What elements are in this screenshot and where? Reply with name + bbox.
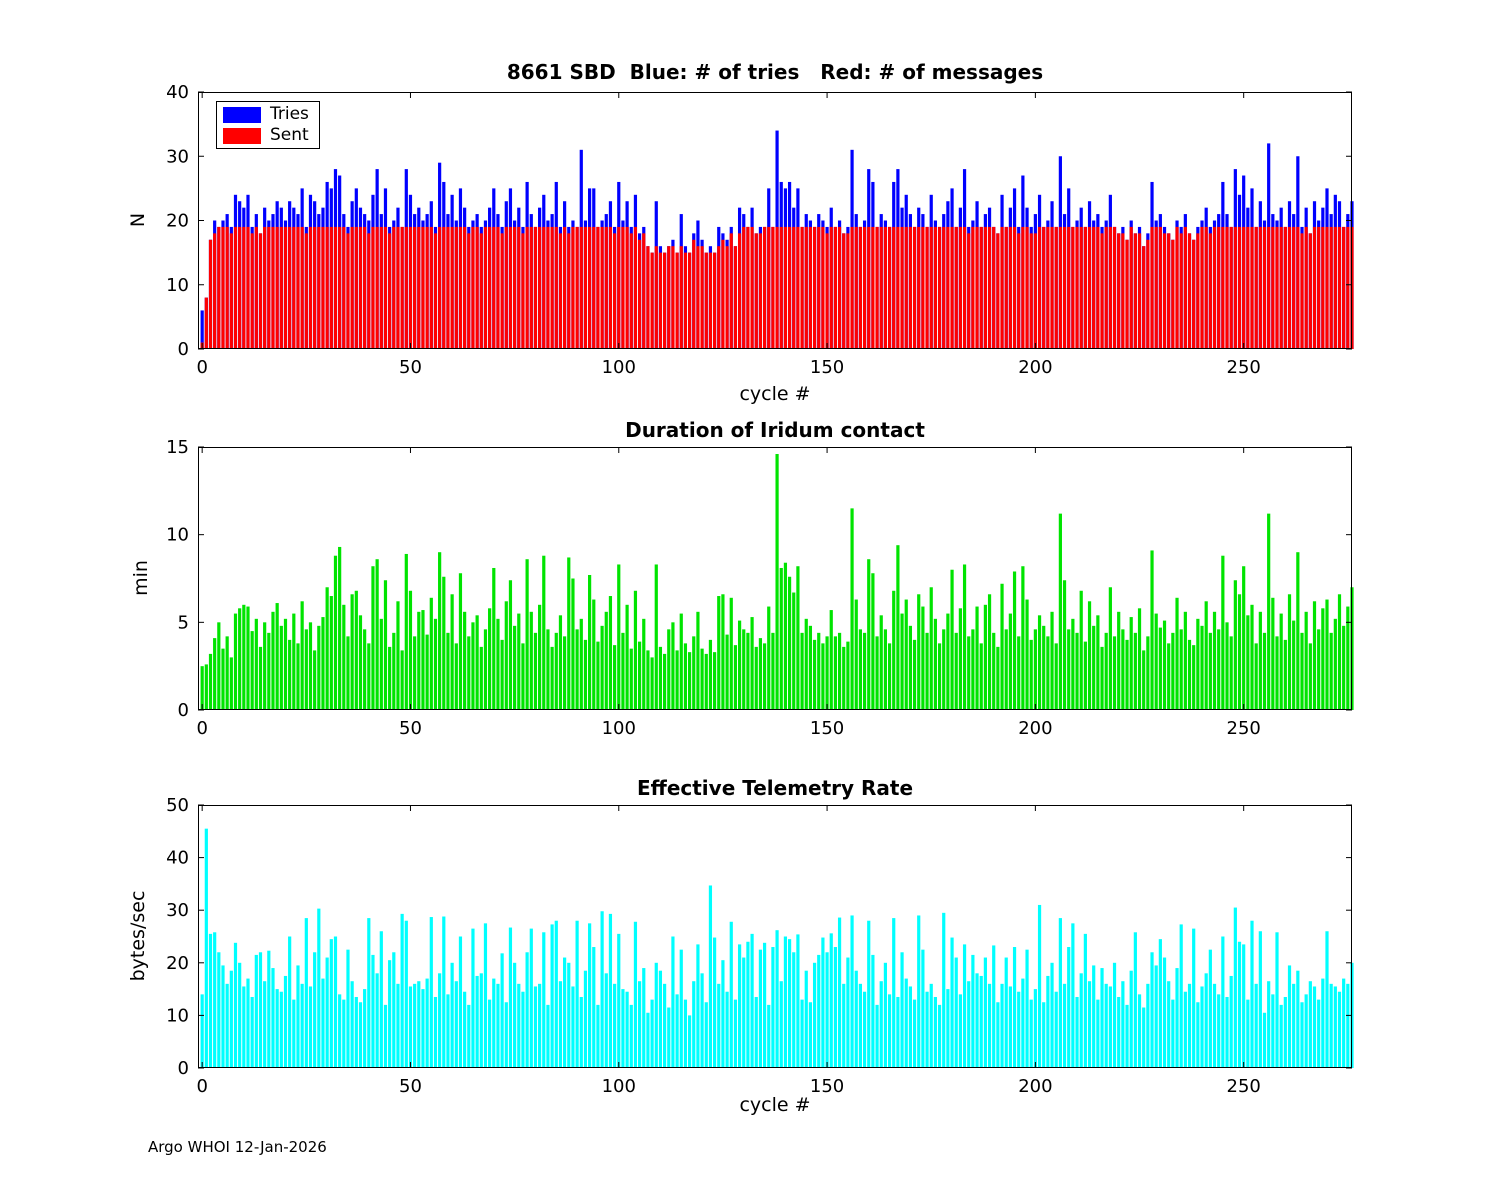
duration-y-axis-label: min (130, 560, 152, 596)
legend-label-tries: Tries (270, 104, 309, 124)
svg-text:30: 30 (166, 900, 189, 921)
svg-text:250: 250 (1227, 1076, 1261, 1097)
svg-text:5: 5 (178, 612, 189, 633)
legend-entry-tries: Tries (223, 106, 309, 123)
svg-text:50: 50 (399, 357, 422, 378)
telemetry-bar-plot: 0 50 100 150 200 250 0 10 20 30 40 50 (166, 795, 1354, 1097)
svg-text:100: 100 (602, 718, 636, 739)
duration-chart-title: Duration of Iridum contact (625, 418, 925, 442)
svg-text:200: 200 (1018, 718, 1052, 739)
svg-text:250: 250 (1227, 718, 1261, 739)
telemetry-x-axis-label: cycle # (739, 1094, 811, 1116)
legend-label-sent: Sent (270, 125, 309, 145)
svg-text:10: 10 (166, 525, 189, 546)
svg-text:10: 10 (166, 1005, 189, 1026)
svg-text:0: 0 (178, 1058, 189, 1079)
tries-x-axis-label: cycle # (739, 383, 811, 405)
legend: Tries Sent (216, 101, 320, 149)
svg-text:200: 200 (1018, 1076, 1052, 1097)
svg-text:40: 40 (166, 848, 189, 869)
svg-text:0: 0 (178, 700, 189, 721)
svg-text:150: 150 (810, 1076, 844, 1097)
svg-text:200: 200 (1018, 357, 1052, 378)
telemetry-chart-title: Effective Telemetry Rate (636, 776, 914, 800)
footer-credit: Argo WHOI 12-Jan-2026 (148, 1138, 327, 1156)
svg-text:20: 20 (166, 953, 189, 974)
svg-text:10: 10 (166, 275, 189, 296)
svg-text:100: 100 (602, 357, 636, 378)
svg-text:0: 0 (196, 718, 207, 739)
duration-bar-plot: 0 50 100 150 200 250 0 5 10 15 (166, 437, 1354, 739)
svg-text:15: 15 (166, 437, 189, 458)
svg-text:40: 40 (166, 82, 189, 103)
svg-text:150: 150 (810, 357, 844, 378)
svg-text:30: 30 (166, 146, 189, 167)
svg-text:0: 0 (196, 1076, 207, 1097)
tries-bar-plot: 0 50 100 150 200 250 0 10 20 30 40 (166, 82, 1354, 378)
svg-text:50: 50 (399, 1076, 422, 1097)
telemetry-y-axis-label: bytes/sec (127, 890, 149, 982)
svg-text:20: 20 (166, 211, 189, 232)
tries-y-axis-label: N (127, 212, 149, 228)
svg-text:0: 0 (178, 339, 189, 360)
svg-text:250: 250 (1227, 357, 1261, 378)
svg-text:150: 150 (810, 718, 844, 739)
svg-text:50: 50 (399, 718, 422, 739)
legend-entry-sent: Sent (223, 127, 309, 144)
legend-swatch-tries (223, 106, 261, 123)
tries-chart-title: 8661 SBD Blue: # of tries Red: # of mess… (506, 60, 1044, 84)
svg-text:100: 100 (602, 1076, 636, 1097)
svg-text:50: 50 (166, 795, 189, 816)
svg-text:0: 0 (196, 357, 207, 378)
legend-swatch-sent (223, 127, 261, 144)
